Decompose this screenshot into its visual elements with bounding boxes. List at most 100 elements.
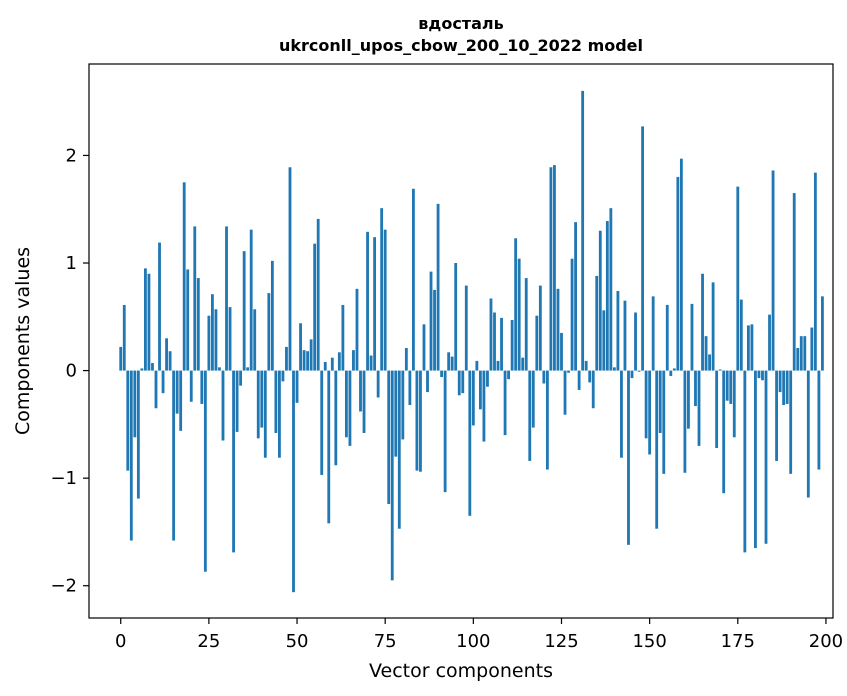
bar xyxy=(337,352,341,371)
bar xyxy=(133,370,137,438)
bar xyxy=(634,312,637,371)
chart-title: вдосталь xyxy=(418,14,503,33)
x-tick-label: 200 xyxy=(809,631,843,652)
bar xyxy=(605,221,609,371)
bar xyxy=(757,370,761,379)
bar xyxy=(510,320,514,371)
bar xyxy=(507,370,511,380)
bar xyxy=(151,363,154,371)
bar xyxy=(750,324,754,371)
y-tick-label: −2 xyxy=(50,576,77,597)
bar xyxy=(817,370,821,470)
bar xyxy=(588,370,592,383)
x-tick-label: 50 xyxy=(286,631,309,652)
bar xyxy=(119,346,123,371)
bar xyxy=(739,299,743,371)
bar xyxy=(397,370,401,529)
y-tick-label: −1 xyxy=(50,468,77,489)
bar xyxy=(694,370,697,407)
bar xyxy=(581,90,585,371)
bar xyxy=(327,370,331,524)
bar xyxy=(775,370,778,461)
bar xyxy=(651,296,655,371)
bar xyxy=(447,352,451,371)
bar xyxy=(531,370,535,428)
bar xyxy=(799,336,803,371)
bar xyxy=(278,370,281,458)
bar xyxy=(228,307,232,371)
bar xyxy=(281,370,285,382)
x-tick-label: 25 xyxy=(197,631,220,652)
bar xyxy=(274,370,278,433)
bar xyxy=(641,126,644,371)
bar xyxy=(235,370,239,432)
bar xyxy=(732,370,736,438)
bar xyxy=(362,370,366,433)
bar xyxy=(366,231,369,371)
bar xyxy=(679,158,683,371)
bar xyxy=(295,370,299,403)
x-tick-label: 150 xyxy=(632,631,666,652)
bar xyxy=(687,370,690,429)
bar xyxy=(503,370,507,436)
bar xyxy=(260,370,264,428)
bar xyxy=(457,370,461,396)
bar xyxy=(538,285,542,371)
bar xyxy=(496,360,500,371)
bar xyxy=(595,275,599,371)
bar xyxy=(165,338,168,371)
bar xyxy=(620,370,623,458)
bar xyxy=(623,300,627,371)
bar xyxy=(270,260,274,371)
bar xyxy=(648,370,652,455)
bars-group xyxy=(119,90,824,593)
bar xyxy=(637,370,641,372)
bar xyxy=(256,370,260,439)
bar xyxy=(355,288,359,371)
bar xyxy=(323,361,327,371)
bar xyxy=(263,370,267,458)
bar xyxy=(725,370,729,401)
bar xyxy=(253,309,257,371)
bar xyxy=(288,167,292,371)
bar xyxy=(440,370,444,378)
bar xyxy=(443,370,447,493)
bar xyxy=(144,268,147,371)
bar xyxy=(489,298,493,371)
bar xyxy=(627,370,630,545)
bar xyxy=(542,370,546,384)
bar xyxy=(136,370,140,499)
bar xyxy=(574,222,578,371)
bar xyxy=(782,370,786,405)
bar xyxy=(214,309,218,371)
bar xyxy=(535,315,539,371)
bar xyxy=(598,230,602,371)
bar xyxy=(584,360,588,371)
bar xyxy=(182,182,186,371)
bar xyxy=(211,294,214,371)
bar xyxy=(203,370,207,572)
bar xyxy=(630,370,634,379)
chart-subtitle: ukrconll_upos_cbow_200_10_2022 model xyxy=(279,36,643,55)
bar xyxy=(806,370,810,498)
bar xyxy=(813,172,817,371)
bar xyxy=(454,263,458,371)
bar xyxy=(161,370,165,394)
bar xyxy=(577,370,581,390)
bar xyxy=(242,251,246,371)
bar xyxy=(616,290,620,371)
x-axis-ticks: 0 25 50 75 100 125 150 175 200 xyxy=(115,618,843,652)
bar xyxy=(486,370,489,387)
plot-frame xyxy=(88,63,834,619)
x-tick-label: 175 xyxy=(721,631,755,652)
bar xyxy=(179,370,183,431)
bar xyxy=(464,285,468,371)
bar xyxy=(701,273,704,371)
bar xyxy=(715,370,719,449)
bar xyxy=(478,370,482,410)
bar xyxy=(690,303,694,371)
bar xyxy=(390,370,394,581)
bar xyxy=(778,370,782,393)
bar xyxy=(401,370,405,440)
